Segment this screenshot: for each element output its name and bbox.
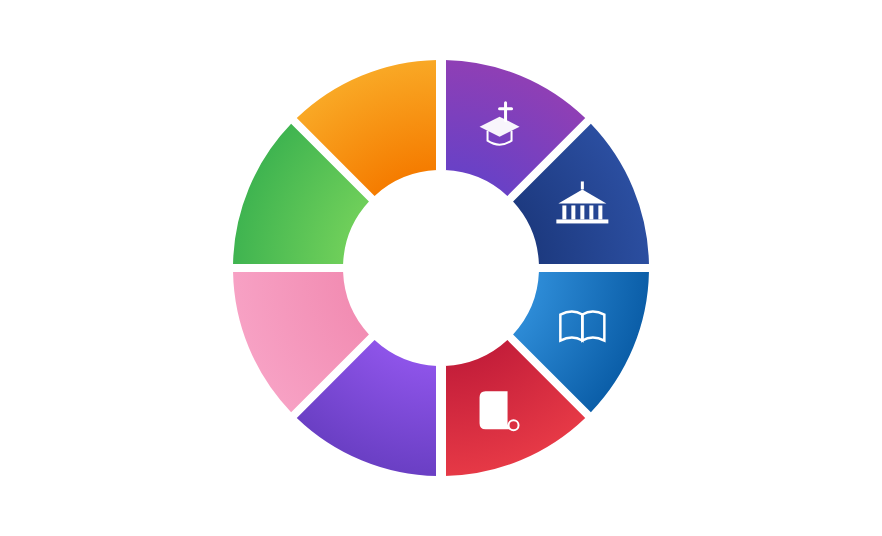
svg-rect-6	[589, 205, 593, 219]
svg-rect-0	[436, 56, 446, 170]
svg-rect-8	[581, 181, 584, 189]
svg-rect-5	[580, 205, 584, 219]
svg-rect-1	[436, 366, 446, 480]
svg-rect-3	[562, 205, 566, 219]
svg-rect-2	[556, 219, 608, 223]
svg-rect-7	[598, 205, 602, 219]
svg-rect-4	[571, 205, 575, 219]
